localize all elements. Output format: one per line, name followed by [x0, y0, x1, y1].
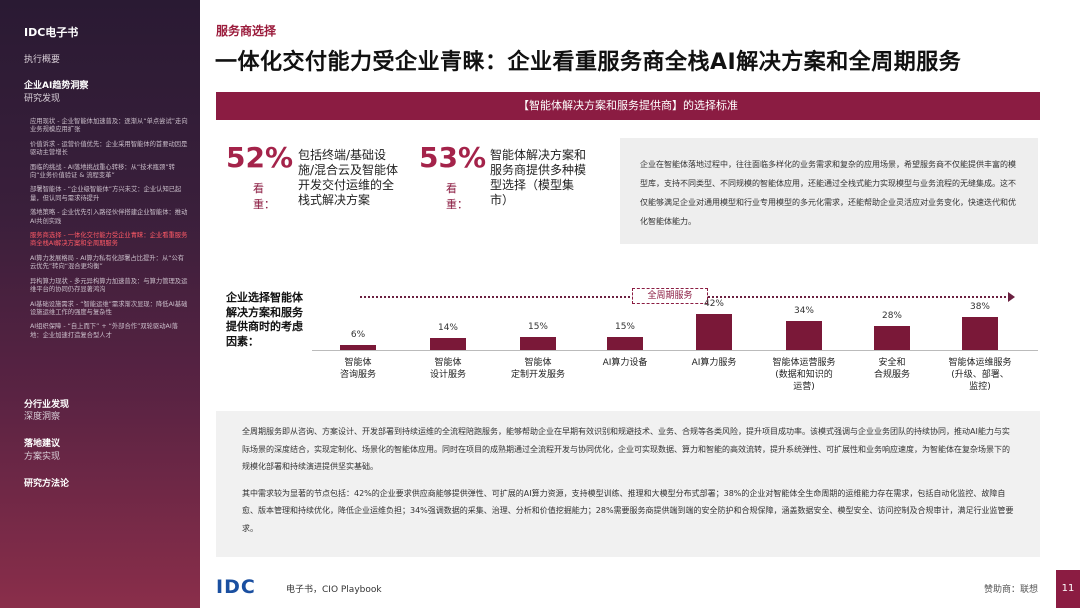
stat-model-desc: 智能体解决方案和服务商提供多种模型选择（模型集市） — [490, 148, 587, 207]
bar-category-label: 智能体运维服务 (升级、部署、 监控) — [948, 358, 1012, 392]
sidebar: IDC电子书 执行概要 企业AI趋势洞察 研究发现 应用现状 - 企业智能体加速… — [0, 0, 200, 608]
stat-model-label: 看重： — [446, 182, 468, 211]
sidebar-subitem[interactable]: 价值诉求 - 运营价值优先：企业采用智能体的首要动因是驱动主营增长 — [30, 140, 188, 157]
idc-logo: IDC — [216, 576, 256, 598]
bar-category-label: 智能体 定制开发服务 — [510, 358, 565, 380]
footer-sponsor: 赞助商：联想 — [984, 585, 1039, 595]
bottom-paragraph-2: 其中需求较为显著的节点包括：42%的企业要求供应商能够提供弹性、可扩展的AI算力… — [242, 488, 1014, 533]
factor-title: 企业选择智能体解决方案和服务提供商时的考虑因素： — [226, 291, 303, 348]
bar-value-label: 15% — [527, 322, 548, 333]
section-eyebrow: 服务商选择 — [216, 24, 277, 38]
bar — [696, 314, 732, 350]
nav-ai-trends[interactable]: 企业AI趋势洞察 — [24, 81, 89, 91]
sidebar-subitem[interactable]: 落地策略 - 企业优先引入路径伙伴搭建企业智能体：推动AI共创实践 — [30, 209, 188, 225]
page-number: 11 — [1056, 570, 1080, 608]
bar-value-label: 28% — [881, 311, 902, 321]
nav-methodology[interactable]: 研究方法论 — [24, 479, 70, 489]
stat-fullstack-desc: 包括终端/基础设施/混合云及智能体开发交付运维的全栈式解决方案 — [298, 148, 399, 207]
sidebar-subitem[interactable]: 应用现状 - 企业智能体加速普及：逐渐从“单点尝试”走向业务规模应用扩张 — [30, 118, 188, 134]
bar-category-label: AI算力设备 — [602, 358, 648, 368]
bar-category-label: 智能体运营服务 (数据和知识的 运营) — [772, 358, 836, 392]
bar — [874, 326, 910, 350]
bar-value-label: 34% — [793, 305, 814, 316]
chart-baseline — [312, 350, 1038, 351]
arrow-right-icon — [1008, 292, 1015, 302]
bar — [786, 320, 822, 350]
info-box: 企业在智能体落地过程中，往往面临多样化的业务需求和复杂的应用场景，希望服务商不仅… — [620, 138, 1038, 244]
stat-model-percent: 53% — [419, 141, 487, 174]
criteria-banner: 【智能体解决方案和服务提供商】的选择标准 — [216, 92, 1040, 120]
bar-category-label: 安全和 合规服务 — [873, 358, 910, 380]
sidebar-subitem[interactable]: AI基础设施需求 - “智能运维”需求渐次显现：降低AI基础设施运维工作的强度与… — [30, 300, 188, 316]
bar-value-label: 15% — [614, 322, 635, 333]
bar — [340, 344, 376, 350]
nav-industry-findings[interactable]: 分行业发现 — [24, 400, 70, 410]
bar-category-label: AI算力服务 — [691, 358, 737, 368]
bar — [430, 338, 466, 350]
bar — [520, 337, 556, 350]
bar-value-label: 14% — [437, 323, 458, 333]
sidebar-subitem[interactable]: 面临的挑战 - AI落地挑战重心转移：从“技术瓶颈”转向“业务价值验证 & 流程… — [30, 163, 175, 180]
stat-fullstack-label: 看重： — [253, 182, 275, 211]
sidebar-subitem[interactable]: 部署智能体 - “企业级智能体”方兴未艾：企业认知已起量，但认同与需求待提升 — [30, 186, 182, 202]
bar-value-label: 38% — [969, 302, 990, 313]
bar-category-label: 智能体 设计服务 — [429, 358, 466, 380]
sidebar-subitem[interactable]: 异构算力现状 - 多元异构算力加速普及：与算力管理及运维平台的协同仍存显著鸿沟 — [30, 277, 188, 294]
bottom-text-box: 全周期服务即从咨询、方案设计、开发部署到持续运维的全流程陪跑服务，能够帮助企业在… — [216, 411, 1040, 557]
sidebar-subnav: 应用现状 - 企业智能体加速普及：逐渐从“单点尝试”走向业务规模应用扩张 价值诉求… — [30, 118, 190, 346]
nav-solutions[interactable]: 方案实现 — [24, 452, 61, 462]
sidebar-subitem[interactable]: 服务商选择 - 一体化交付能力受企业青睐：企业看重服务商全栈AI解决方案和全周期… — [30, 232, 188, 248]
bar — [607, 337, 643, 350]
nav-executive-summary[interactable]: 执行概要 — [24, 55, 61, 65]
footer-text: 电子书，CIO Playbook — [286, 585, 382, 595]
sidebar-subitem[interactable]: AI组织保障 - “自上而下” + “外部合作”双轮驱动AI落地：企业加速打造复… — [30, 323, 178, 339]
nav-recommendations[interactable]: 落地建议 — [24, 439, 61, 449]
bottom-paragraph-1: 全周期服务即从咨询、方案设计、开发部署到持续运维的全流程陪跑服务，能够帮助企业在… — [242, 427, 1010, 471]
lifecycle-label: 全周期服务 — [632, 288, 708, 304]
bar-value-label: 6% — [350, 329, 366, 340]
bar-category-label: 智能体 咨询服务 — [339, 358, 376, 380]
nav-deep-insights[interactable]: 深度洞察 — [24, 412, 61, 422]
sidebar-brand: IDC电子书 — [24, 26, 79, 39]
sidebar-subitem[interactable]: AI算力发展格局 - AI算力私有化部署占比提升：从“公有云优先”转向“混合更均… — [30, 254, 185, 271]
bar — [962, 317, 998, 350]
page-title: 一体化交付能力受企业青睐：企业看重服务商全栈AI解决方案和全周期服务 — [215, 50, 962, 75]
nav-research-findings[interactable]: 研究发现 — [24, 94, 61, 104]
stat-fullstack-percent: 52% — [226, 141, 294, 174]
bar-value-label: 42% — [703, 299, 724, 309]
